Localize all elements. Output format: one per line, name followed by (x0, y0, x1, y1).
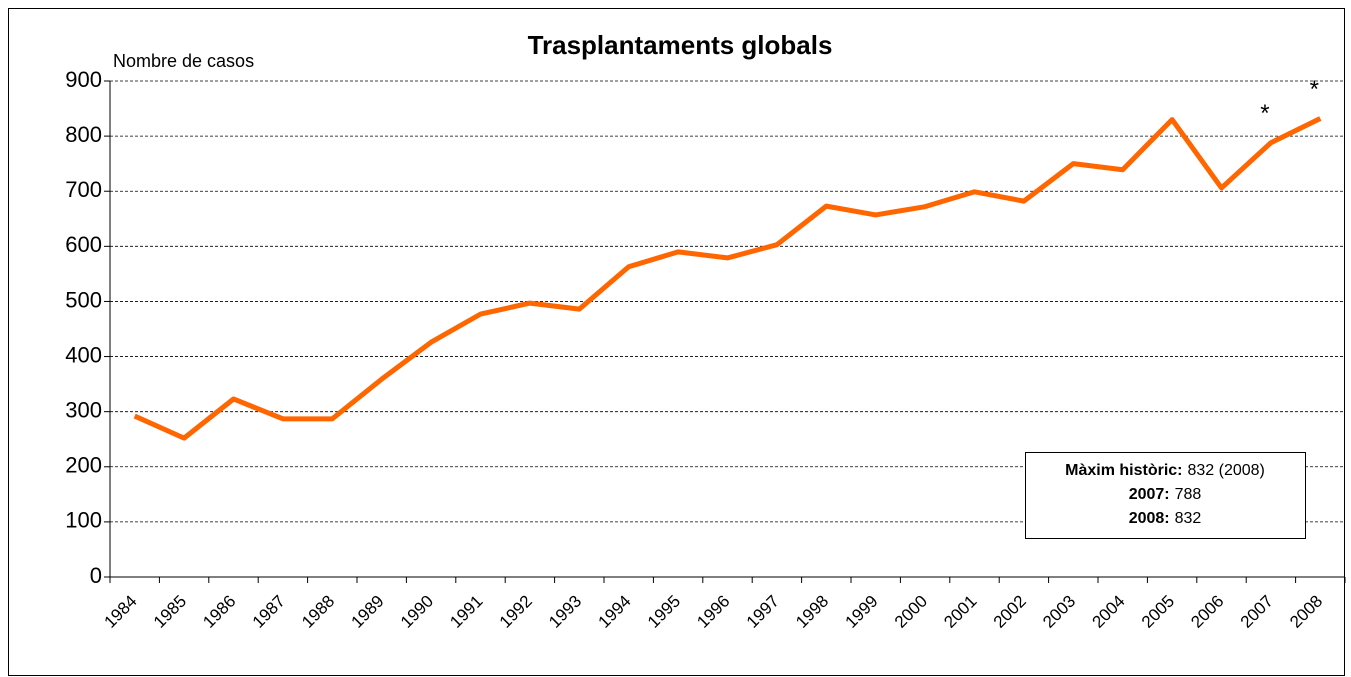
y-axis-label: Nombre de casos (113, 51, 254, 71)
y-tick-label: 900 (65, 67, 102, 92)
annotation-label: 2008: (1129, 510, 1170, 527)
annotation-text: 832 (1175, 510, 1202, 527)
chart-title: Trasplantaments globals (528, 30, 833, 60)
y-tick-label: 800 (65, 122, 102, 147)
annotation-label: 2007: (1129, 486, 1170, 503)
y-tick-label: 600 (65, 232, 102, 257)
data-line (133, 116, 1322, 441)
y-tick-label: 200 (65, 453, 102, 478)
y-tick-label: 400 (65, 342, 102, 367)
annotation-line: 2008: 832 (1129, 510, 1202, 527)
annotation-text: 832 (2008) (1187, 462, 1264, 479)
point-annotation: * (1310, 76, 1319, 103)
point-annotation: * (1260, 100, 1269, 127)
y-tick-label: 500 (65, 287, 102, 312)
y-tick-label: 300 (65, 397, 102, 422)
chart-frame (8, 8, 1345, 676)
annotation-box (1025, 452, 1306, 539)
annotation-text: 788 (1175, 486, 1202, 503)
annotation-line: Màxim històric: 832 (2008) (1065, 462, 1265, 479)
annotation-line: 2007: 788 (1129, 486, 1202, 503)
y-tick-label: 0 (90, 563, 102, 588)
y-tick-label: 100 (65, 508, 102, 533)
y-tick-label: 700 (65, 177, 102, 202)
annotation-label: Màxim històric: (1065, 462, 1182, 479)
